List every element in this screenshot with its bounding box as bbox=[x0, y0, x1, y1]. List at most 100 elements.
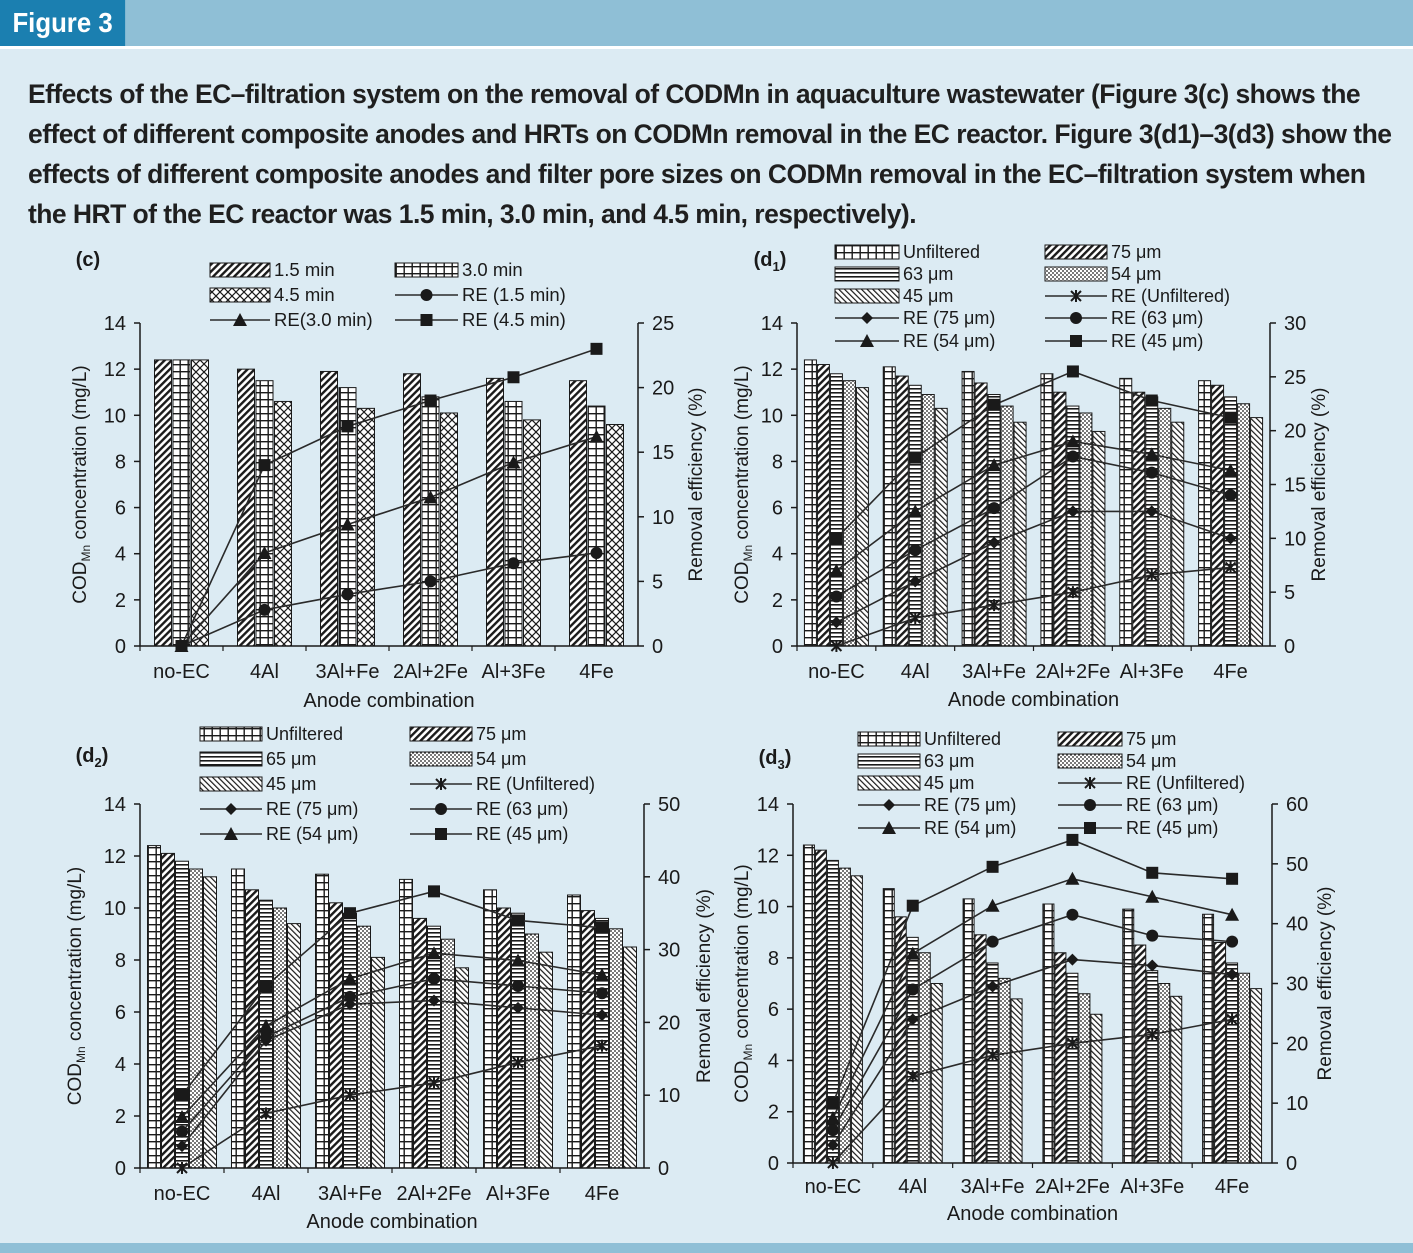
bar-1-5-min bbox=[403, 373, 421, 647]
legend-swatch-45-m bbox=[199, 776, 263, 792]
y-tick-label: 12 bbox=[757, 845, 779, 867]
bar-63-m bbox=[829, 373, 843, 647]
bar-1-5-min bbox=[237, 368, 255, 647]
panel-label: (d2) bbox=[76, 745, 109, 770]
x-tick-label: 3Al+Fe bbox=[316, 661, 380, 683]
legend-label-65-m: 65 μm bbox=[266, 749, 316, 769]
point-re-75-m bbox=[1224, 532, 1237, 545]
x-tick-label: 2Al+2Fe bbox=[396, 1183, 471, 1205]
point-re-4-5-min bbox=[341, 420, 354, 433]
point-re-63-m bbox=[260, 1030, 272, 1043]
point-re-63-m bbox=[176, 1125, 188, 1138]
bar-3-0-min bbox=[421, 396, 440, 647]
chart-panel-d1: 0 2 4 6 8 10 12 14 0 5 10 15 20 25 30 no-EC 4Al 3Al+Fe 2Al… bbox=[732, 242, 1330, 711]
point-re-1-5-min bbox=[258, 603, 271, 616]
line-re-63-m bbox=[836, 455, 1231, 598]
line-re-4-5-min bbox=[180, 348, 597, 647]
point-re-54-m bbox=[1065, 434, 1080, 448]
x-tick-label: Al+3Fe bbox=[482, 661, 546, 683]
bar-54-m bbox=[1079, 412, 1093, 647]
point-re-63-m bbox=[909, 544, 922, 557]
point-re-3-0-min bbox=[589, 429, 604, 443]
point-re-45-m bbox=[1224, 411, 1237, 424]
legend-marker-re-54-m bbox=[224, 827, 238, 840]
bar-75-m bbox=[329, 902, 343, 1169]
bar-54-m bbox=[357, 925, 371, 1169]
legend-label-re-unfiltered: RE (Unfiltered) bbox=[1111, 286, 1230, 306]
legend-label-54-m: 54 μm bbox=[1111, 264, 1161, 284]
x-tick-label: Al+3Fe bbox=[1120, 661, 1184, 683]
point-re-3-0-min bbox=[423, 490, 438, 504]
point-re-54-m bbox=[987, 458, 1002, 472]
bar-75-m bbox=[1132, 391, 1146, 647]
point-re-4-5-min bbox=[258, 459, 271, 472]
y-tick-label: 14 bbox=[757, 794, 779, 816]
legend-marker-re-75-m bbox=[883, 799, 895, 811]
bar-54-m bbox=[998, 977, 1011, 1164]
line-re-45-m bbox=[832, 839, 1233, 1104]
legend-label-re-75-m: RE (75 μm) bbox=[903, 308, 995, 328]
legend-label-re-75-m: RE (75 μm) bbox=[266, 799, 358, 819]
legend-marker-re-54-m bbox=[882, 821, 896, 834]
point-re-75-m bbox=[512, 1001, 524, 1014]
chart-panel-c: 0 2 4 6 8 10 12 14 0 5 10 15 20 25 no-EC 4Al 3Al+Fe 2Al+2… bbox=[70, 249, 707, 712]
line-re-1-5-min bbox=[181, 552, 597, 647]
point-re-unfiltered bbox=[1146, 568, 1158, 581]
bar-45-m bbox=[371, 956, 385, 1169]
point-re-1-5-min bbox=[341, 588, 354, 601]
point-re-54-m bbox=[343, 971, 357, 985]
line-re-54-m bbox=[181, 952, 603, 1118]
y2-tick-label: 0 bbox=[652, 636, 663, 658]
point-re-75-m bbox=[1145, 505, 1158, 518]
point-re-unfiltered bbox=[344, 1089, 356, 1102]
y-tick-label: 14 bbox=[104, 794, 126, 816]
y-tick-label: 8 bbox=[115, 950, 126, 972]
bar-65-m bbox=[427, 925, 441, 1169]
bar-75-m bbox=[814, 849, 827, 1164]
point-re-63-m bbox=[1226, 935, 1239, 948]
bar-63-m bbox=[1226, 962, 1239, 1164]
point-re-75-m bbox=[1066, 505, 1079, 518]
legend-label-unfiltered: Unfiltered bbox=[924, 729, 1001, 749]
x-tick-label: 2Al+2Fe bbox=[1035, 661, 1110, 683]
y-tick-label: 6 bbox=[768, 999, 779, 1021]
legend-marker-re-45-m bbox=[1084, 822, 1096, 834]
panel-label: (c) bbox=[76, 249, 100, 271]
bar-45-m bbox=[1171, 421, 1185, 647]
bar-unfiltered bbox=[882, 366, 896, 647]
y-tick-label: 2 bbox=[115, 1106, 126, 1128]
line-re-75-m bbox=[836, 510, 1231, 624]
legend-marker-re-45-m bbox=[435, 828, 447, 840]
y2-tick-label: 30 bbox=[1284, 313, 1306, 335]
point-re-unfiltered bbox=[1067, 586, 1079, 599]
y-tick-label: 6 bbox=[772, 498, 783, 520]
legend-label-re-63-m: RE (63 μm) bbox=[1126, 795, 1218, 815]
point-re-54-m bbox=[595, 968, 609, 982]
point-re-unfiltered bbox=[827, 1157, 839, 1169]
line-re-63-m bbox=[181, 977, 603, 1133]
point-re-54-m bbox=[825, 1111, 840, 1125]
point-re-54-m bbox=[1223, 463, 1238, 477]
point-re-1-5-min bbox=[507, 557, 520, 570]
y-tick-label: 8 bbox=[115, 451, 126, 473]
bar-45-m bbox=[1092, 430, 1106, 647]
figure-label: Figure 3 bbox=[0, 0, 126, 46]
legend-label-1-5-min: 1.5 min bbox=[274, 259, 335, 280]
point-re-54-m bbox=[1144, 447, 1159, 461]
point-re-unfiltered bbox=[986, 1049, 999, 1062]
legend-label-75-m: 75 μm bbox=[1111, 242, 1161, 262]
y-tick-label: 4 bbox=[768, 1050, 779, 1072]
bar-54-m bbox=[1237, 403, 1251, 647]
y2-tick-label: 0 bbox=[658, 1158, 669, 1180]
chart-panel-d2: 0 2 4 6 8 10 12 14 0 10 20 30 40 50 no-EC 4Al 3Al+Fe 2Al+… bbox=[65, 724, 715, 1233]
point-re-63-m bbox=[428, 972, 440, 985]
legend-swatch-54-m bbox=[1057, 753, 1123, 769]
bar-1-5-min bbox=[320, 370, 338, 647]
bar-45-m bbox=[1010, 998, 1023, 1164]
legend-label-75-m: 75 μm bbox=[1126, 729, 1176, 749]
y-axis-label: CODMn concentration (mg/L) bbox=[65, 867, 88, 1105]
legend-marker-re-63-m bbox=[435, 803, 447, 815]
point-re-45-m bbox=[830, 532, 843, 545]
legend-swatch-63-m bbox=[834, 266, 900, 282]
bar-75-m bbox=[895, 375, 909, 647]
